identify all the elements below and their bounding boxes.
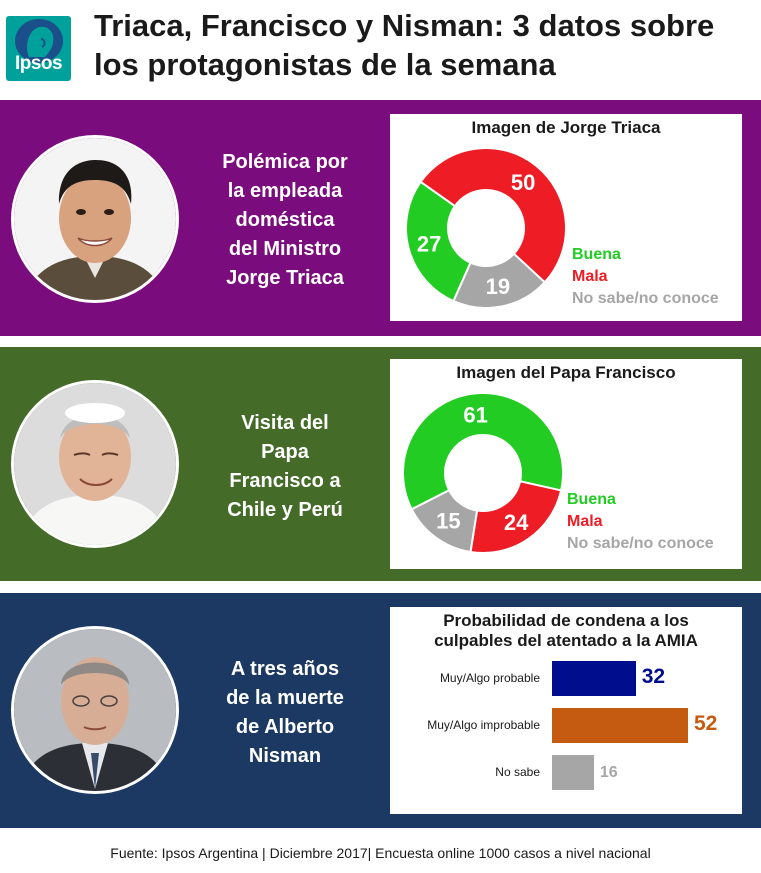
bar-category-label: No sabe: [495, 765, 540, 779]
portrait-nisman: [14, 629, 176, 791]
bar: [552, 661, 636, 696]
logo-emblem: [15, 19, 63, 63]
legend-triaca: Buena Mala No sabe/no conoce: [572, 244, 719, 310]
caption-francisco: Visita del Papa Francisco a Chile y Perú: [190, 409, 380, 525]
panel-nisman: A tres años de la muerte de Alberto Nism…: [0, 593, 761, 828]
logo-face-icon: [27, 26, 54, 57]
bar-value-label: 16: [599, 764, 618, 781]
bar-category-label: Muy/Algo improbable: [427, 718, 540, 732]
bar-value-label: 32: [641, 665, 666, 688]
title-line-1: Triaca, Francisco y Nisman: 3 datos sobr…: [94, 8, 715, 43]
chart-title-line-2: culpables del atentado a la AMIA: [434, 631, 698, 650]
slice-label: 27: [417, 232, 441, 257]
chart-title-line-1: Probabilidad de condena a los: [443, 611, 689, 630]
ipsos-logo: Ipsos: [6, 16, 71, 81]
bar: [552, 755, 594, 790]
slice-buena: [405, 180, 472, 303]
slice-label: 50: [511, 170, 535, 195]
donut-slices-triaca: 27 50 19: [405, 147, 567, 309]
bar-value-label: 52: [694, 712, 718, 735]
chart-box-triaca: Imagen de Jorge Triaca 27 50 19 Buena Mala…: [390, 114, 742, 321]
slice-label: 24: [504, 510, 529, 535]
header: Ipsos Triaca, Francisco y Nisman: 3 dato…: [0, 0, 761, 100]
chart-box-francisco: Imagen del Papa Francisco 61 24 15 Buena M…: [390, 359, 742, 569]
photo-francisco: [11, 380, 179, 548]
slice-mala: [419, 147, 567, 284]
legend-francisco: Buena Mala No sabe/no conoce: [567, 489, 714, 555]
legend-buena: Buena: [567, 491, 616, 508]
caption-line: la empleada: [227, 180, 343, 202]
legend-nosabe: No sabe/no conoce: [572, 290, 719, 307]
caption-line: doméstica: [235, 209, 335, 231]
slice-label: 19: [486, 274, 510, 299]
caption-line: de la muerte: [226, 687, 344, 709]
caption-line: de Alberto: [235, 716, 335, 738]
caption-line: Francisco a: [229, 470, 341, 492]
legend-mala: Mala: [567, 513, 603, 530]
slice-buena: [402, 392, 564, 511]
photo-nisman: [11, 626, 179, 794]
donut-chart-triaca: 27 50 19: [405, 147, 567, 309]
donut-slices-francisco: 61 24 15: [402, 392, 564, 554]
donut-chart-francisco: 61 24 15: [402, 392, 564, 554]
footer-source: Fuente: Ipsos Argentina | Diciembre 2017…: [110, 845, 651, 861]
slice-mala: [469, 480, 563, 554]
caption-triaca: Polémica por la empleada doméstica del M…: [190, 148, 380, 293]
panel-francisco: Visita del Papa Francisco a Chile y Perú…: [0, 347, 761, 581]
title-line-2: los protagonistas de la semana: [94, 47, 556, 82]
chart-title-amia: Probabilidad de condena a los culpables …: [390, 611, 742, 651]
legend-mala: Mala: [572, 268, 608, 285]
caption-nisman: A tres años de la muerte de Alberto Nism…: [190, 655, 380, 771]
chart-title-triaca: Imagen de Jorge Triaca: [471, 118, 661, 137]
chart-title-francisco: Imagen del Papa Francisco: [456, 363, 676, 382]
caption-line: Polémica por: [222, 151, 348, 173]
portrait-francisco: [14, 383, 176, 545]
panel-triaca: Polémica por la empleada doméstica del M…: [0, 100, 761, 336]
caption-line: del Ministro: [228, 238, 342, 260]
caption-line: Jorge Triaca: [226, 267, 344, 289]
caption-line: A tres años: [230, 658, 340, 680]
legend-buena: Buena: [572, 246, 621, 263]
bar-category-label: Muy/Algo probable: [439, 671, 540, 685]
portrait-triaca: [14, 138, 176, 300]
logo-text: Ipsos: [14, 53, 63, 74]
legend-nosabe: No sabe/no conoce: [567, 535, 714, 552]
caption-line: Chile y Perú: [227, 499, 343, 521]
bar: [552, 708, 688, 743]
caption-line: Visita del: [241, 412, 329, 434]
chart-box-amia: Probabilidad de condena a los culpables …: [390, 607, 742, 814]
photo-triaca: [11, 135, 179, 303]
caption-line: Nisman: [248, 745, 322, 767]
slice-label: 15: [436, 509, 460, 534]
slice-label: 61: [463, 402, 487, 427]
slice-nosabe: [452, 252, 547, 309]
page-title: Triaca, Francisco y Nisman: 3 datos sobr…: [94, 6, 754, 84]
slice-nosabe: [410, 488, 479, 554]
caption-line: Papa: [261, 441, 309, 463]
